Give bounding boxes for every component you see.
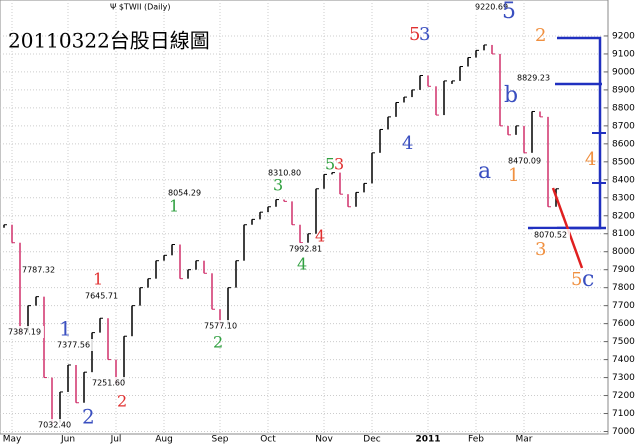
x-tick-label: Mar [516,435,533,445]
x-tick-label: Oct [260,435,276,445]
y-tick-label: 8000 [612,247,635,257]
y-tick-label: 8500 [612,157,635,167]
y-tick-label: 8100 [612,229,635,239]
price-label-bg [267,167,304,179]
price-label-bg [7,326,44,338]
price-label: 7387.19 [8,328,41,337]
wave-label: 2 [535,25,546,46]
price-label: 8470.09 [508,157,541,166]
wave-label: c [582,267,594,292]
y-tick-label: 8400 [612,175,635,185]
price-label-bg [37,419,74,431]
x-tick-label: Jul [110,435,122,445]
wave-label: 1 [508,165,519,186]
price-label-bg [56,339,93,351]
price-label-bg [84,290,121,302]
y-tick-label: 7400 [612,355,635,365]
chart-subtitle: Ψ $TWII (Daily) [110,3,170,12]
wave-label: 1 [169,197,179,216]
y-tick-label: 7500 [612,337,635,347]
wave-label: 1 [59,317,72,341]
wave-label: a [478,159,491,184]
price-label: 8829.23 [517,74,550,83]
wave-label: b [504,83,518,108]
price-label: 8054.29 [168,189,201,198]
wave-label: 5 [571,269,582,290]
price-label-bg [516,72,553,84]
price-label: 9220.69 [475,3,508,12]
y-tick-label: 9100 [612,49,635,59]
y-tick-label: 7100 [612,409,635,419]
price-label-bg [474,1,511,13]
y-tick-label: 8900 [612,85,635,95]
price-label-bg [288,243,325,255]
wave-label: 4 [315,227,325,246]
wave-label: 4 [297,255,307,274]
x-tick-label: Feb [468,435,484,445]
projection-line [551,187,584,269]
wave-label: 2 [213,333,223,352]
wave-label: 1 [93,270,103,289]
wave-label: 3 [419,24,430,45]
wave-label: 3 [334,155,344,174]
price-label: 7377.56 [57,341,90,350]
y-tick-label: 9000 [612,67,635,77]
price-label-bg [533,229,570,241]
wave-label: 2 [117,392,127,411]
x-tick-label: May [3,435,22,445]
y-tick-label: 7700 [612,301,635,311]
y-tick-label: 7800 [612,283,635,293]
price-label-bg [167,187,204,199]
x-tick-label: Aug [155,435,173,445]
wave-label: 4 [402,133,413,154]
wave-label: 2 [82,405,95,429]
price-label: 8310.80 [268,169,301,178]
y-tick-label: 9200 [612,31,635,41]
y-tick-label: 8300 [612,193,635,203]
x-tick-label: Jun [60,435,75,445]
wave-label: 5 [409,24,420,45]
wave-label: 5 [502,0,516,24]
price-label: 8070.52 [534,231,567,240]
x-tick-label: Sep [212,435,229,445]
y-tick-label: 7600 [612,319,635,329]
wave-label: 3 [273,176,283,195]
price-label-bg [91,377,128,389]
y-tick-label: 7200 [612,391,635,401]
price-label: 7032.40 [38,421,71,430]
wave-label: 5 [325,155,335,174]
price-label-bg [507,155,544,167]
annotations: 7787.32 7387.19 7377.56 7645.71 7251.60 7032.… [7,0,596,431]
y-tick-label: 7900 [612,265,635,275]
price-label: 7645.71 [85,292,118,301]
y-tick-label: 7300 [612,373,635,383]
bars [3,44,559,424]
y-tick-label: 8700 [612,121,635,131]
y-tick-label: 8200 [612,211,635,221]
price-label: 7992.81 [289,245,322,254]
price-label-bg [21,264,58,276]
plot-frame [0,0,609,435]
chart-title: 20110322台股日線圖 [8,29,210,53]
price-label: 7251.60 [92,379,125,388]
price-label: 7787.32 [22,266,55,275]
y-tick-label: 8800 [612,103,635,113]
wave-label: 3 [535,239,546,260]
price-label-bg [203,320,240,332]
x-tick-label: 2011 [415,435,440,445]
y-tick-label: 8600 [612,139,635,149]
price-label: 7577.10 [204,322,237,331]
x-tick-label: Nov [315,435,333,445]
y-tick-label: 7000 [612,427,635,437]
x-tick-label: Dec [363,435,380,445]
wave-label: 4 [585,149,596,170]
